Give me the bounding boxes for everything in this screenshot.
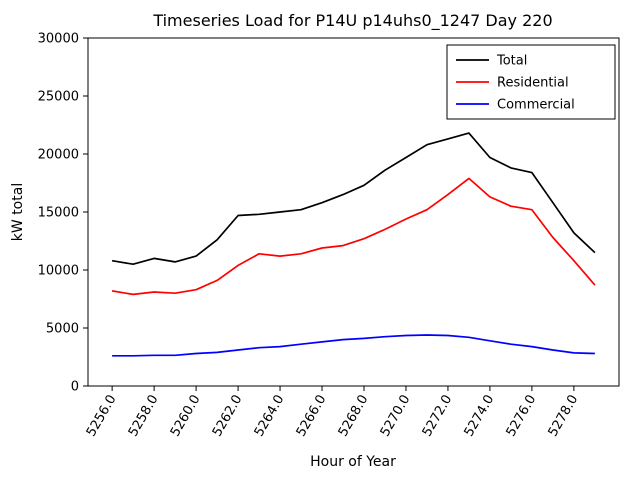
x-tick-label: 5276.0 [504, 393, 540, 440]
legend-label-commercial: Commercial [497, 98, 575, 113]
x-tick-label: 5260.0 [168, 393, 204, 440]
x-tick-label: 5256.0 [84, 393, 120, 440]
y-tick-label: 25000 [38, 90, 79, 105]
x-tick-label: 5264.0 [252, 393, 288, 440]
series-line-total [111, 132, 596, 266]
y-tick-label: 20000 [38, 148, 79, 163]
y-tick-label: 30000 [38, 32, 79, 47]
x-tick-label: 5258.0 [126, 393, 162, 440]
x-tick-label: 5272.0 [420, 393, 456, 440]
x-tick-label: 5266.0 [294, 393, 330, 440]
x-tick-label: 5262.0 [210, 393, 246, 440]
chart-title: Timeseries Load for P14U p14uhs0_1247 Da… [152, 11, 552, 31]
y-tick-label: 5000 [46, 322, 79, 337]
legend-label-residential: Residential [497, 76, 569, 91]
x-axis-label: Hour of Year [310, 454, 396, 470]
x-tick-label: 5268.0 [336, 393, 372, 440]
x-axis-ticks: 5256.0 5258.0 5260.0 5262.0 5264.0 5266.0 5268… [84, 386, 581, 439]
x-tick-label: 5270.0 [378, 393, 414, 440]
y-tick-label: 10000 [38, 264, 79, 279]
y-tick-label: 15000 [38, 206, 79, 221]
y-tick-label: 0 [71, 380, 79, 395]
data-series [111, 132, 596, 357]
y-axis-label: kW total [10, 183, 26, 241]
legend: Total Residential Commercial [446, 44, 616, 120]
x-tick-label: 5274.0 [462, 393, 498, 440]
series-line-residential [111, 177, 596, 296]
series-line-commercial [112, 334, 595, 357]
legend-label-total: Total [496, 54, 527, 69]
x-tick-label: 5278.0 [546, 393, 582, 440]
y-axis-ticks: 0 5000 10000 15000 20000 25000 30000 [38, 32, 88, 395]
